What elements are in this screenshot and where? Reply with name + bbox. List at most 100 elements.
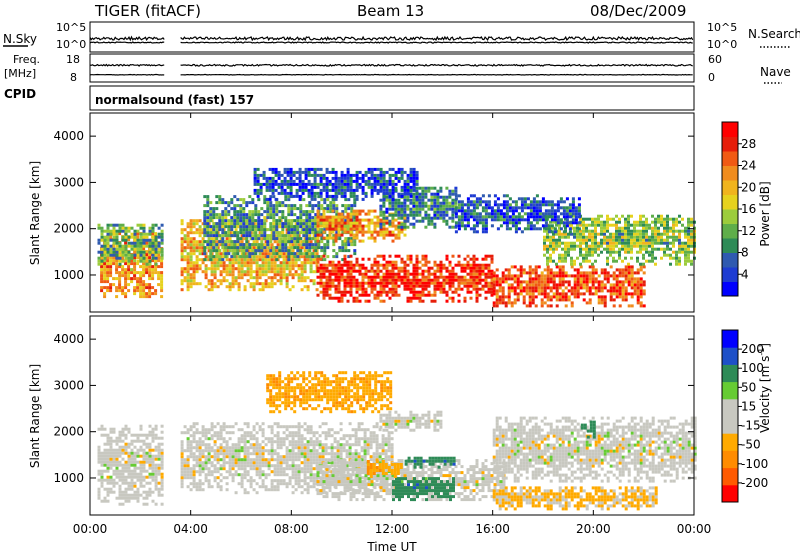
power-cell: [180, 240, 184, 244]
power-cell: [585, 301, 589, 305]
power-cell: [415, 186, 419, 190]
power-cell: [349, 191, 353, 195]
power-cell: [210, 285, 214, 289]
power-cell: [666, 217, 669, 221]
power-cell: [385, 170, 389, 174]
power-cell: [558, 235, 561, 239]
power-cell: [558, 286, 562, 290]
freq-unit-label: [MHz]: [4, 67, 36, 80]
power-cell: [355, 257, 359, 261]
power-cell: [286, 173, 290, 177]
velocity-cell: [106, 481, 110, 485]
power-cell: [355, 215, 359, 219]
power-cell: [618, 232, 621, 236]
power-cell: [234, 261, 238, 265]
power-cell: [303, 276, 307, 280]
power-cell: [305, 255, 309, 259]
power-colorbar-segment: [722, 194, 738, 210]
power-cell: [322, 266, 326, 270]
power-cell: [543, 292, 547, 296]
power-cell: [204, 273, 208, 277]
power-cell: [606, 223, 609, 227]
power-cell: [463, 278, 467, 282]
power-cell: [445, 210, 449, 214]
power-cell: [145, 235, 149, 239]
power-cell: [418, 266, 422, 270]
power-cell: [269, 204, 273, 208]
power-cell: [520, 209, 524, 213]
power-cell: [322, 209, 326, 213]
power-cell: [221, 234, 225, 238]
power-cell: [251, 198, 255, 202]
power-cell: [242, 231, 246, 235]
power-cell: [457, 263, 461, 267]
power-cell: [577, 203, 581, 207]
power-cell: [289, 191, 293, 195]
power-cell: [445, 207, 449, 211]
power-cell: [296, 237, 300, 241]
velocity-cell: [103, 454, 107, 458]
power-cell: [347, 240, 351, 244]
power-cell: [445, 275, 449, 279]
power-cell: [427, 272, 431, 276]
power-cell: [233, 210, 237, 214]
power-cell: [322, 230, 326, 234]
power-cell: [252, 240, 256, 244]
power-cell: [306, 258, 310, 262]
power-cell: [493, 203, 497, 207]
power-cell: [115, 229, 119, 233]
power-cell: [502, 218, 506, 222]
power-cell: [424, 269, 428, 273]
power-cell: [546, 238, 549, 242]
power-cell: [663, 238, 666, 242]
power-cell: [475, 266, 479, 270]
power-cell: [296, 219, 300, 223]
power-cell: [606, 271, 610, 275]
power-cell: [198, 225, 202, 229]
power-cell: [630, 265, 634, 269]
power-cell: [260, 234, 264, 238]
power-cell: [124, 292, 128, 296]
power-cell: [532, 215, 536, 219]
power-cell: [316, 260, 320, 264]
power-cell: [288, 264, 292, 268]
power-cell: [331, 218, 335, 222]
power-cell: [513, 298, 517, 302]
power-cell: [189, 246, 193, 250]
power-cell: [139, 292, 143, 296]
power-cell: [112, 235, 116, 239]
power-cell: [133, 259, 137, 263]
power-cell: [478, 215, 482, 219]
power-cell: [379, 275, 383, 279]
power-cell: [582, 241, 585, 245]
power-cell: [115, 241, 119, 245]
power-cell: [278, 240, 282, 244]
power-cell: [481, 284, 485, 288]
power-cell: [198, 282, 202, 286]
power-cell: [478, 212, 482, 216]
power-cell: [514, 206, 518, 210]
power-cell: [207, 288, 211, 292]
power-cell: [492, 271, 496, 275]
power-cell: [499, 203, 503, 207]
power-cell: [460, 275, 464, 279]
power-cell: [487, 254, 491, 258]
power-cell: [280, 173, 284, 177]
power-cell: [609, 283, 613, 287]
power-cell: [151, 247, 155, 251]
power-cell: [397, 216, 401, 220]
power-cell: [294, 273, 298, 277]
power-cell: [388, 201, 392, 205]
power-cell: [310, 173, 314, 177]
power-cell: [415, 173, 419, 177]
power-cell: [310, 191, 314, 195]
power-cell: [568, 230, 572, 234]
power-cell: [561, 277, 565, 281]
power-cell: [451, 278, 455, 282]
power-cell: [230, 219, 234, 223]
power-cell: [633, 226, 636, 230]
power-cell: [397, 198, 401, 202]
power-cell: [319, 215, 323, 219]
power-cell: [271, 167, 275, 171]
power-cell: [261, 285, 265, 289]
